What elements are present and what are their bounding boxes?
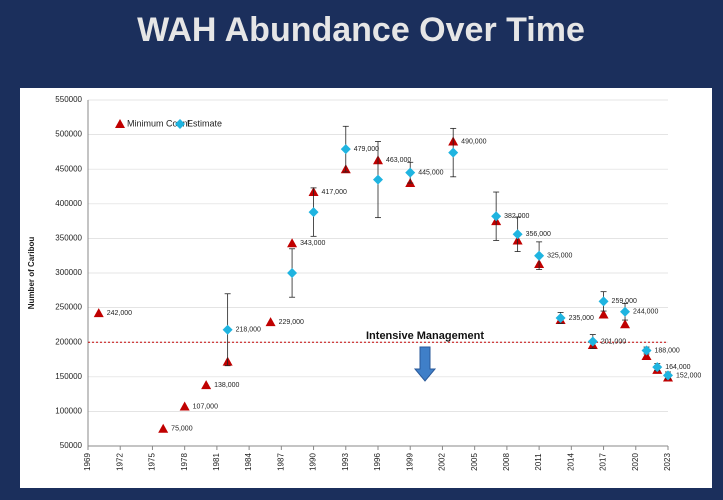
y-tick-label: 400000 [55,199,82,208]
x-tick-label: 1972 [115,453,124,471]
x-tick-label: 1981 [212,453,221,471]
slide-title: WAH Abundance Over Time [137,11,585,49]
y-tick-label: 500000 [55,130,82,139]
data-label: 325,000 [547,253,572,260]
diamond-marker [663,370,673,381]
triangle-marker [641,351,652,361]
data-label: 218,000 [236,327,261,334]
data-label: 235,000 [569,315,594,322]
x-tick-label: 1996 [373,453,382,471]
x-tick-label: 2002 [438,453,447,471]
diamond-marker [340,144,351,155]
data-label: 188,000 [655,347,680,354]
diamond-marker [512,229,523,240]
legend-marker [175,119,185,129]
data-label: 490,000 [461,138,486,145]
diamond-marker [448,147,459,158]
data-label: 259,000 [612,298,637,305]
data-label: 201,000 [601,338,626,345]
x-tick-label: 2014 [566,453,575,471]
x-tick-label: 2008 [502,453,511,471]
triangle-marker [598,309,609,319]
data-label: 417,000 [322,189,347,196]
diamond-marker [308,207,319,218]
diamond-marker [491,211,502,222]
triangle-marker [93,308,104,318]
data-label: 356,000 [526,231,551,238]
x-tick-label: 2011 [534,453,543,471]
data-label: 244,000 [633,309,658,316]
data-label: 152,000 [676,372,701,379]
diamond-marker [555,312,566,323]
x-tick-label: 1978 [180,453,189,471]
data-label: 479,000 [354,146,379,153]
data-label: 229,000 [279,319,304,326]
diamond-marker [373,174,383,185]
diamond-marker [641,345,652,356]
y-tick-label: 100000 [55,407,82,416]
y-tick-label: 550000 [55,95,82,104]
triangle-marker [201,380,212,390]
data-label: 107,000 [193,403,218,410]
y-tick-label: 50000 [60,441,83,450]
data-label: 75,000 [171,426,193,433]
diamond-marker [587,336,598,347]
triangle-marker [287,238,298,248]
diamond-marker [652,362,663,373]
triangle-marker [620,319,631,329]
triangle-marker [179,401,190,411]
reference-label: Intensive Management [366,330,484,342]
data-label: 242,000 [107,310,132,317]
legend-label: Minimum Count [127,118,191,128]
x-tick-label: 1984 [244,453,253,471]
legend-label: Estimate [187,118,222,128]
y-tick-label: 250000 [55,303,82,312]
data-label: 343,000 [300,240,325,247]
down-arrow [413,346,437,382]
chart-panel [20,88,712,488]
triangle-marker [158,423,169,433]
y-tick-label: 200000 [55,337,82,346]
triangle-marker [265,317,276,327]
y-tick-label: 300000 [55,268,82,277]
diamond-marker [620,306,631,317]
y-tick-label: 350000 [55,234,82,243]
data-label: 445,000 [418,170,443,177]
plot: 50000 100000 150000 200000 250000 300000 35000… [55,95,701,471]
diamond-marker [222,324,233,335]
diamond-marker [287,268,298,278]
legend-marker [115,119,125,128]
diamond-marker [405,167,416,178]
x-tick-label: 2005 [470,453,479,471]
x-tick-label: 1999 [405,453,414,471]
x-tick-label: 1993 [341,453,350,471]
data-label: 164,000 [665,364,690,371]
diamond-marker [598,296,609,307]
x-tick-label: 2020 [631,453,640,471]
data-label: 463,000 [386,157,411,164]
x-tick-label: 1975 [148,453,157,471]
y-tick-label: 450000 [55,164,82,173]
data-label: 138,000 [214,382,239,389]
y-tick-label: 150000 [55,372,82,381]
x-tick-label: 2017 [599,453,608,471]
x-tick-label: 1969 [83,453,92,471]
y-axis-title: Number of Caribou [27,237,36,310]
x-tick-label: 1987 [276,453,285,471]
x-tick-label: 1990 [309,453,318,471]
diamond-marker [534,250,545,261]
x-tick-label: 2023 [663,453,672,471]
